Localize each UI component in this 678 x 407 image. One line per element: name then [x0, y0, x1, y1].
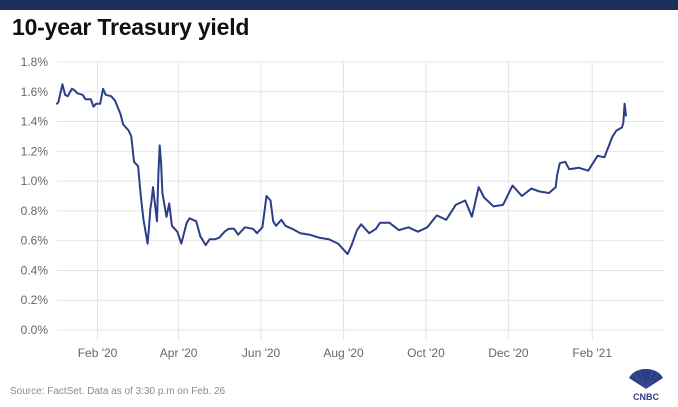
chart-title: 10-year Treasury yield: [12, 14, 250, 40]
y-tick-label: 0.4%: [21, 263, 49, 277]
y-tick-label: 1.8%: [21, 55, 49, 69]
y-tick-label: 1.6%: [21, 85, 49, 99]
x-tick-label: Dec '20: [488, 346, 529, 360]
y-tick-label: 1.0%: [21, 174, 49, 188]
x-axis: Feb '20 Apr '20 Jun '20 Aug '20 Oct '20 Dec '…: [78, 346, 613, 360]
y-tick-label: 1.4%: [21, 115, 49, 129]
svg-text:CNBC: CNBC: [633, 392, 659, 402]
y-tick-label: 1.2%: [21, 144, 49, 158]
x-tick-label: Aug '20: [323, 346, 364, 360]
y-tick-label: 0.0%: [21, 323, 49, 337]
peacock-icon: [629, 368, 663, 389]
cnbc-logo: CNBC: [620, 368, 672, 407]
x-tick-label: Jun '20: [242, 346, 281, 360]
series-line: [56, 83, 627, 256]
x-tick-label: Feb '20: [78, 346, 118, 360]
x-tick-label: Oct '20: [407, 346, 445, 360]
x-tick-label: Apr '20: [160, 346, 198, 360]
y-tick-label: 0.6%: [21, 234, 49, 248]
x-tick-label: Feb '21: [572, 346, 612, 360]
gridlines: [57, 61, 664, 340]
top-band: [0, 0, 678, 10]
source-note: Source: FactSet. Data as of 3:30 p.m on …: [10, 386, 226, 397]
series-group: [56, 83, 627, 256]
y-tick-label: 0.2%: [21, 293, 49, 307]
y-tick-label: 0.8%: [21, 204, 49, 218]
y-axis: 0.0% 0.2% 0.4% 0.6% 0.8% 1.0% 1.2% 1.4% 1.6% 1.8%: [21, 55, 49, 337]
